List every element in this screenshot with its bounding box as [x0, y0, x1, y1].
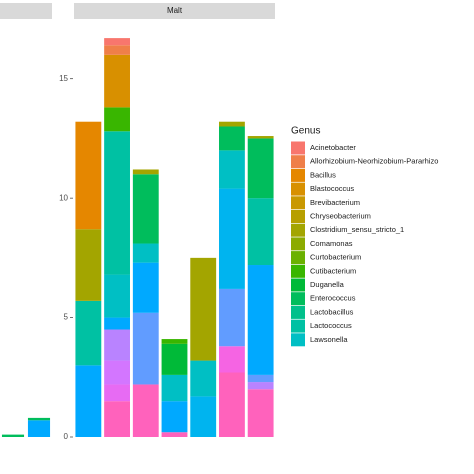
bar-segment — [104, 38, 130, 46]
bar-segment — [161, 374, 188, 402]
bar-segment — [247, 136, 274, 139]
legend-label: Curtobacterium — [310, 253, 361, 262]
legend-swatch — [291, 210, 305, 223]
legend-swatch — [291, 155, 305, 169]
bar-segment — [104, 45, 130, 55]
bar-segment — [132, 169, 159, 175]
legend-label: Duganella — [310, 280, 345, 289]
bar-segment — [104, 401, 130, 437]
bar-segment — [247, 265, 274, 375]
bar-segment — [27, 417, 51, 421]
legend-label: Lactobacillus — [310, 307, 354, 316]
bar-segment — [132, 262, 159, 313]
bar-segment — [219, 150, 245, 189]
bar-segment — [104, 317, 130, 330]
legend-label: Brevibacterium — [310, 198, 360, 207]
legend-swatch — [291, 223, 305, 237]
legend-label: Chryseobacterium — [310, 211, 371, 220]
legend-swatch — [291, 333, 305, 347]
bar-segment — [104, 131, 130, 275]
facet-title: Malt — [167, 6, 183, 15]
legend-swatch — [291, 182, 305, 196]
facet-strip — [0, 3, 52, 19]
bar-segment — [75, 365, 102, 437]
y-tick-label: 0 — [64, 432, 69, 441]
bar-segment — [247, 382, 274, 390]
legend-swatch — [291, 264, 305, 278]
legend-label: Blastococcus — [310, 184, 354, 193]
legend-swatch — [291, 141, 305, 155]
legend-label: Comamonas — [310, 239, 353, 248]
bar-segment — [75, 121, 102, 230]
bar-segment — [132, 174, 159, 244]
bar-segment — [247, 198, 274, 266]
y-tick-label: 10 — [59, 193, 68, 202]
bar-segment — [219, 372, 245, 437]
bar-segment — [247, 374, 274, 383]
bar-segment — [1, 434, 25, 437]
bar-segment — [219, 288, 245, 347]
bar-segment — [132, 312, 159, 385]
bar-segment — [104, 360, 130, 385]
legend-swatch — [291, 196, 305, 210]
legend-label: Lawsonella — [310, 335, 348, 344]
bar-segment — [132, 243, 159, 263]
y-tick-label: 5 — [64, 313, 69, 322]
bar-segment — [104, 274, 130, 318]
bar-segment — [104, 107, 130, 132]
legend-title: Genus — [291, 126, 320, 137]
bar-segment — [161, 432, 188, 437]
bar-segment — [161, 401, 188, 433]
bar-segment — [104, 54, 130, 108]
bar-segment — [247, 389, 274, 437]
bar-segment — [27, 420, 51, 437]
legend-swatch — [291, 278, 305, 292]
legend-label: Enterococcus — [310, 294, 356, 303]
legend-label: Cutibacterium — [310, 266, 356, 275]
bar-segment — [219, 121, 245, 127]
legend-swatch — [291, 168, 305, 182]
legend-swatch — [291, 319, 305, 333]
bar-segment — [161, 339, 188, 344]
bar-segment — [219, 346, 245, 373]
y-tick-label: 15 — [59, 74, 68, 83]
bar-segment — [219, 188, 245, 289]
bar-segment — [132, 384, 159, 437]
legend-label: Allorhizobium-Neorhizobium-Pararhizo — [310, 157, 438, 166]
legend-label: Clostridium_sensu_stricto_1 — [310, 225, 404, 234]
legend-label: Lactococcus — [310, 321, 352, 330]
legend-swatch — [291, 305, 305, 319]
bar-segment — [190, 257, 217, 361]
legend-label: Acinetobacter — [310, 143, 356, 152]
bar-segment — [104, 329, 130, 361]
legend-label: Bacillus — [310, 170, 336, 179]
legend-swatch — [291, 292, 305, 306]
legend-swatch — [291, 251, 305, 265]
bar-segment — [75, 229, 102, 301]
facet-strip — [74, 3, 275, 19]
legend-swatch — [291, 237, 305, 251]
bar-segment — [219, 126, 245, 151]
bar-segment — [104, 384, 130, 402]
bar-segment — [190, 396, 217, 437]
bar-segment — [161, 343, 188, 375]
bar-segment — [75, 300, 102, 366]
bar-segment — [247, 138, 274, 199]
bar-segment — [190, 360, 217, 397]
